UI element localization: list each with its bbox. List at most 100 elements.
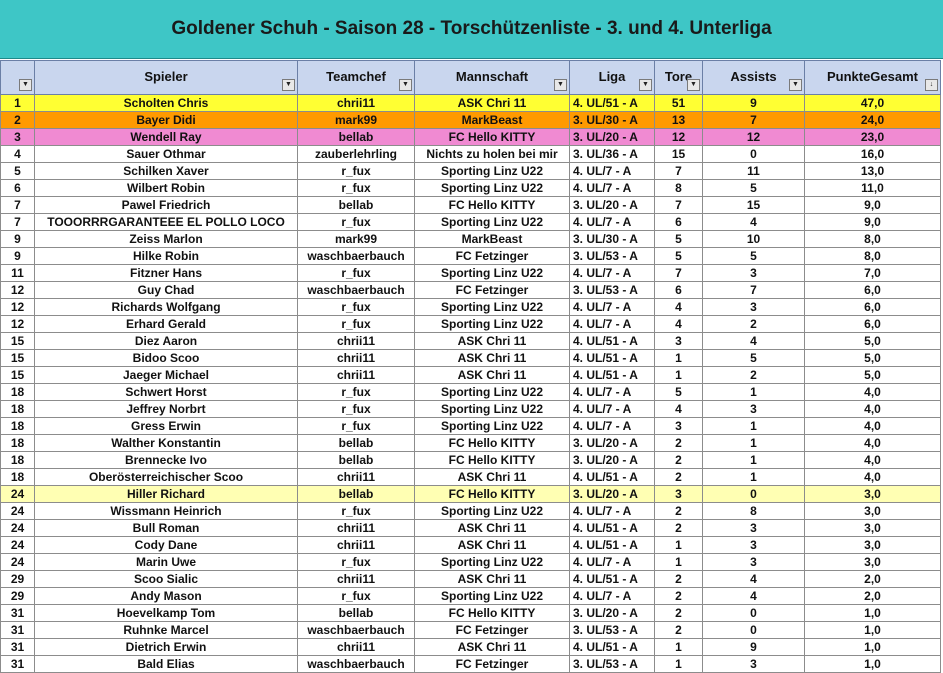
cell-team[interactable]: Sporting Linz U22 [414,298,570,316]
table-row[interactable]: 31 Bald Elias waschbaerbauch FC Fetzinger 3.… [0,655,941,673]
cell-team[interactable]: FC Hello KITTY [414,434,570,452]
cell-rank[interactable]: 31 [0,604,35,622]
cell-manager[interactable]: waschbaerbauch [297,621,415,639]
cell-team[interactable]: ASK Chri 11 [414,536,570,554]
cell-rank[interactable]: 15 [0,349,35,367]
cell-league[interactable]: 4. UL/51 - A [569,638,655,656]
cell-league[interactable]: 4. UL/7 - A [569,264,655,282]
cell-points[interactable]: 1,0 [804,638,941,656]
cell-goals[interactable]: 1 [654,638,703,656]
cell-goals[interactable]: 15 [654,145,703,163]
sort-descending-icon[interactable]: ↓ [925,79,938,91]
cell-player[interactable]: Oberösterreichischer Scoo [34,468,298,486]
cell-league[interactable]: 3. UL/53 - A [569,621,655,639]
cell-manager[interactable]: chrii11 [297,349,415,367]
filter-dropdown-icon[interactable]: ▼ [399,79,412,91]
cell-rank[interactable]: 12 [0,315,35,333]
cell-player[interactable]: Hiller Richard [34,485,298,503]
cell-points[interactable]: 24,0 [804,111,941,129]
cell-league[interactable]: 3. UL/53 - A [569,655,655,673]
cell-rank[interactable]: 12 [0,298,35,316]
cell-player[interactable]: Andy Mason [34,587,298,605]
cell-rank[interactable]: 24 [0,485,35,503]
table-row[interactable]: 18 Schwert Horst r_fux Sporting Linz U22 4. … [0,383,941,401]
cell-goals[interactable]: 7 [654,264,703,282]
cell-assists[interactable]: 0 [702,145,805,163]
cell-team[interactable]: FC Hello KITTY [414,128,570,146]
table-row[interactable]: 4 Sauer Othmar zauberlehrling Nichts zu hol… [0,145,941,163]
cell-player[interactable]: Bull Roman [34,519,298,537]
cell-team[interactable]: Sporting Linz U22 [414,315,570,333]
table-row[interactable]: 12 Richards Wolfgang r_fux Sporting Linz U2… [0,298,941,316]
cell-rank[interactable]: 9 [0,247,35,265]
cell-team[interactable]: FC Hello KITTY [414,451,570,469]
cell-league[interactable]: 4. UL/7 - A [569,179,655,197]
cell-rank[interactable]: 11 [0,264,35,282]
cell-player[interactable]: Wendell Ray [34,128,298,146]
cell-team[interactable]: FC Fetzinger [414,281,570,299]
table-row[interactable]: 15 Bidoo Scoo chrii11 ASK Chri 11 4. UL/51 -… [0,349,941,367]
cell-league[interactable]: 4. UL/7 - A [569,162,655,180]
cell-league[interactable]: 4. UL/51 - A [569,349,655,367]
table-row[interactable]: 18 Brennecke Ivo bellab FC Hello KITTY 3. UL… [0,451,941,469]
cell-team[interactable]: ASK Chri 11 [414,570,570,588]
cell-goals[interactable]: 2 [654,621,703,639]
table-row[interactable]: 9 Hilke Robin waschbaerbauch FC Fetzinger 3.… [0,247,941,265]
cell-points[interactable]: 47,0 [804,94,941,112]
cell-rank[interactable]: 31 [0,621,35,639]
cell-player[interactable]: Gress Erwin [34,417,298,435]
cell-points[interactable]: 13,0 [804,162,941,180]
cell-points[interactable]: 9,0 [804,196,941,214]
cell-assists[interactable]: 5 [702,179,805,197]
table-row[interactable]: 3 Wendell Ray bellab FC Hello KITTY 3. UL/20… [0,128,941,146]
cell-assists[interactable]: 2 [702,366,805,384]
cell-player[interactable]: Sauer Othmar [34,145,298,163]
cell-league[interactable]: 4. UL/7 - A [569,502,655,520]
cell-league[interactable]: 4. UL/7 - A [569,553,655,571]
cell-assists[interactable]: 3 [702,298,805,316]
cell-goals[interactable]: 6 [654,213,703,231]
cell-goals[interactable]: 1 [654,349,703,367]
table-row[interactable]: 1 Scholten Chris chrii11 ASK Chri 11 4. UL/5… [0,94,941,112]
cell-league[interactable]: 4. UL/51 - A [569,332,655,350]
cell-league[interactable]: 3. UL/36 - A [569,145,655,163]
cell-assists[interactable]: 11 [702,162,805,180]
cell-rank[interactable]: 31 [0,655,35,673]
cell-player[interactable]: Schwert Horst [34,383,298,401]
cell-points[interactable]: 11,0 [804,179,941,197]
cell-player[interactable]: Jaeger Michael [34,366,298,384]
cell-assists[interactable]: 3 [702,400,805,418]
cell-goals[interactable]: 51 [654,94,703,112]
cell-player[interactable]: Dietrich Erwin [34,638,298,656]
cell-assists[interactable]: 10 [702,230,805,248]
cell-manager[interactable]: r_fux [297,553,415,571]
filter-dropdown-icon[interactable]: ▼ [554,79,567,91]
cell-points[interactable]: 6,0 [804,298,941,316]
table-row[interactable]: 15 Jaeger Michael chrii11 ASK Chri 11 4. UL/… [0,366,941,384]
cell-player[interactable]: Diez Aaron [34,332,298,350]
table-row[interactable]: 11 Fitzner Hans r_fux Sporting Linz U22 4. U… [0,264,941,282]
cell-team[interactable]: Sporting Linz U22 [414,417,570,435]
cell-goals[interactable]: 1 [654,536,703,554]
cell-assists[interactable]: 0 [702,621,805,639]
cell-points[interactable]: 5,0 [804,366,941,384]
cell-league[interactable]: 4. UL/51 - A [569,570,655,588]
cell-manager[interactable]: r_fux [297,298,415,316]
cell-goals[interactable]: 7 [654,162,703,180]
cell-player[interactable]: Hilke Robin [34,247,298,265]
table-row[interactable]: 7 TOOORRRGARANTEEE EL POLLO LOCO r_fux Spor… [0,213,941,231]
cell-team[interactable]: ASK Chri 11 [414,519,570,537]
cell-manager[interactable]: bellab [297,451,415,469]
cell-goals[interactable]: 4 [654,298,703,316]
cell-assists[interactable]: 5 [702,349,805,367]
cell-rank[interactable]: 9 [0,230,35,248]
filter-dropdown-icon[interactable]: ▼ [687,79,700,91]
cell-points[interactable]: 23,0 [804,128,941,146]
cell-player[interactable]: Wissmann Heinrich [34,502,298,520]
cell-manager[interactable]: r_fux [297,383,415,401]
cell-manager[interactable]: chrii11 [297,519,415,537]
filter-dropdown-icon[interactable]: ▼ [789,79,802,91]
table-row[interactable]: 15 Diez Aaron chrii11 ASK Chri 11 4. UL/51 -… [0,332,941,350]
cell-player[interactable]: Wilbert Robin [34,179,298,197]
cell-manager[interactable]: r_fux [297,179,415,197]
